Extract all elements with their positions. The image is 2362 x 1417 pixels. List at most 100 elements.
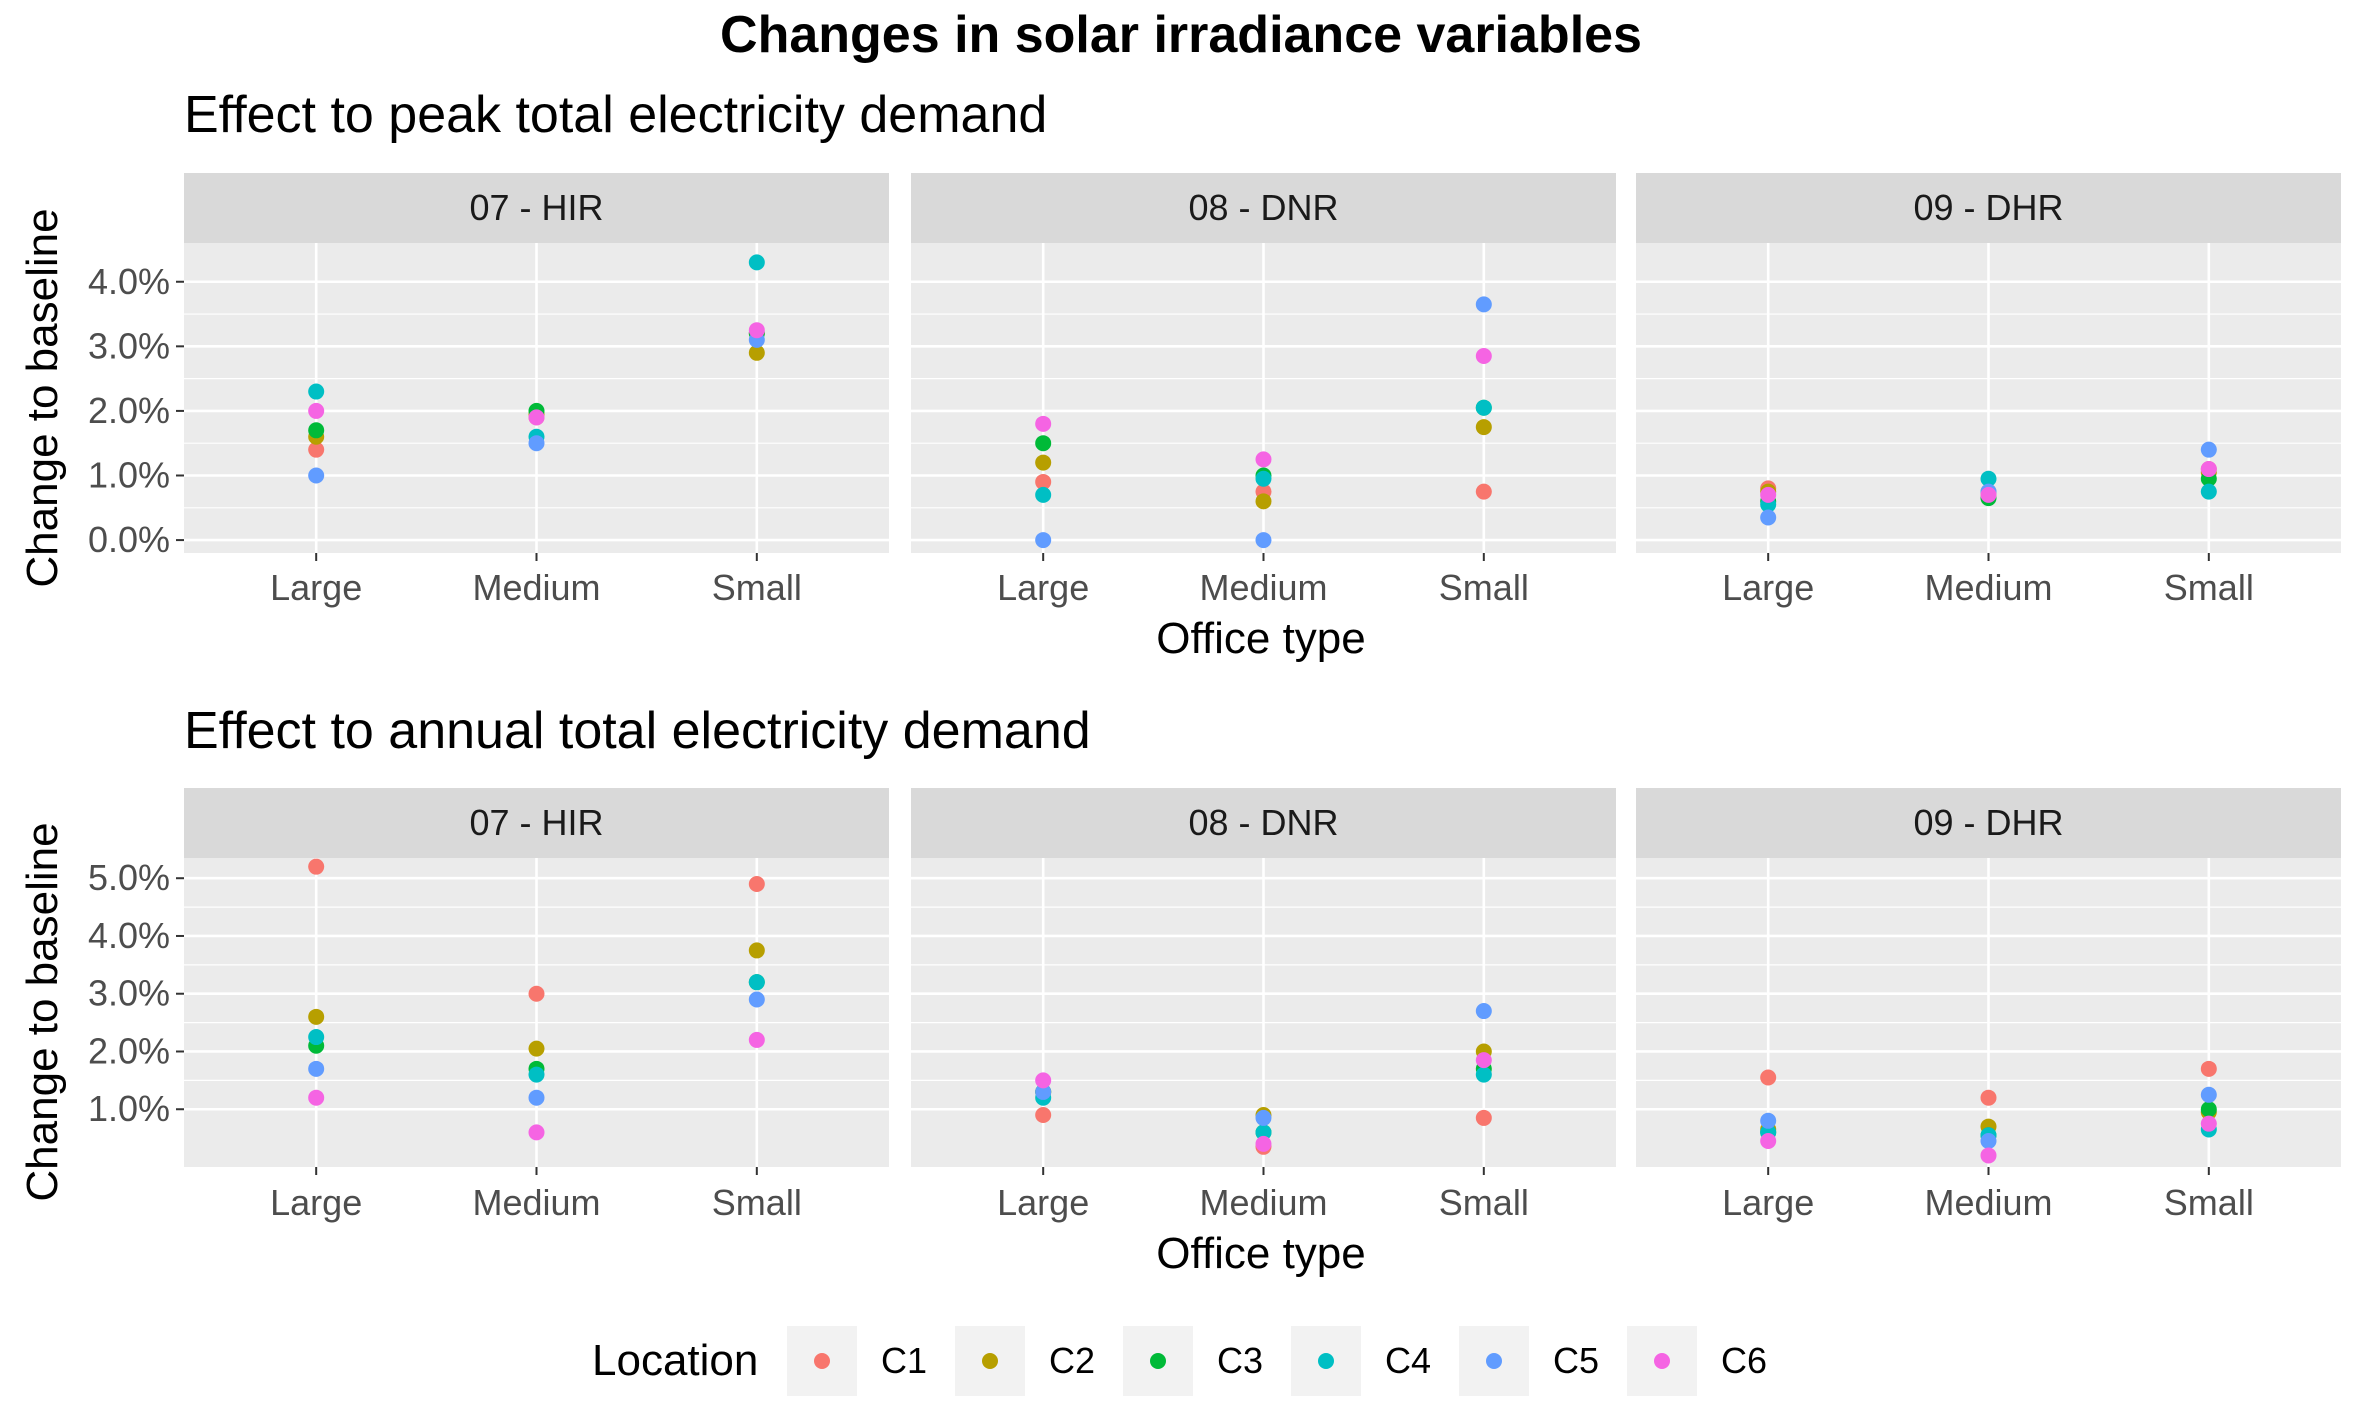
data-point-c6 bbox=[2200, 461, 2217, 478]
x-tick-label: Medium bbox=[472, 567, 600, 608]
x-tick-label: Medium bbox=[1199, 1182, 1327, 1223]
data-point-c2 bbox=[1475, 419, 1492, 436]
data-point-c4 bbox=[308, 1029, 325, 1046]
legend-label: C2 bbox=[1049, 1340, 1095, 1381]
data-point-c2 bbox=[748, 942, 765, 959]
data-point-c5 bbox=[1760, 1112, 1777, 1129]
facet-strip bbox=[184, 173, 889, 243]
data-point-c1 bbox=[528, 985, 545, 1002]
x-tick-label: Large bbox=[270, 1182, 362, 1223]
legend-swatch bbox=[1150, 1353, 1166, 1369]
data-point-c1 bbox=[308, 858, 325, 875]
x-tick-label: Small bbox=[2164, 1182, 2254, 1223]
data-point-c6 bbox=[1035, 1072, 1052, 1089]
data-point-c6 bbox=[748, 322, 765, 339]
data-point-c6 bbox=[1475, 348, 1492, 365]
data-point-c5 bbox=[748, 991, 765, 1008]
data-point-c4 bbox=[748, 974, 765, 991]
data-point-c6 bbox=[1255, 1135, 1272, 1152]
data-point-c6 bbox=[1475, 1052, 1492, 1069]
data-point-c5 bbox=[2200, 1086, 2217, 1103]
data-point-c6 bbox=[528, 409, 545, 426]
facet-strip-label: 09 - DHR bbox=[1913, 187, 2063, 228]
data-point-c6 bbox=[308, 402, 325, 419]
facet-strip-label: 07 - HIR bbox=[469, 802, 603, 843]
x-axis-label: Office type bbox=[1156, 614, 1366, 663]
y-tick-label: 5.0% bbox=[88, 857, 170, 898]
x-tick-label: Medium bbox=[1924, 567, 2052, 608]
data-point-c1 bbox=[748, 875, 765, 892]
legend-item-c1: C1 bbox=[787, 1326, 927, 1396]
legend-label: C1 bbox=[881, 1340, 927, 1381]
data-point-c2 bbox=[748, 344, 765, 361]
x-tick-label: Large bbox=[997, 1182, 1089, 1223]
data-point-c1 bbox=[1035, 1107, 1052, 1124]
chart-title: Changes in solar irradiance variables bbox=[720, 6, 1642, 64]
y-tick-label: 4.0% bbox=[88, 261, 170, 302]
chart-row-2: Effect to annual total electricity deman… bbox=[18, 702, 2341, 1278]
x-tick-label: Medium bbox=[472, 1182, 600, 1223]
data-point-c5 bbox=[1475, 296, 1492, 313]
data-point-c5 bbox=[1760, 509, 1777, 526]
legend-swatch bbox=[1318, 1353, 1334, 1369]
legend-label: C6 bbox=[1721, 1340, 1767, 1381]
x-tick-label: Medium bbox=[1199, 567, 1327, 608]
data-point-c5 bbox=[308, 1060, 325, 1077]
data-point-c5 bbox=[1475, 1003, 1492, 1020]
data-point-c5 bbox=[528, 435, 545, 452]
facet-strip bbox=[1636, 788, 2341, 858]
data-point-c1 bbox=[308, 441, 325, 458]
legend-swatch bbox=[814, 1353, 830, 1369]
data-point-c4 bbox=[1255, 470, 1272, 487]
data-point-c5 bbox=[2200, 441, 2217, 458]
legend-label: C3 bbox=[1217, 1340, 1263, 1381]
data-point-c4 bbox=[528, 1066, 545, 1083]
y-tick-label: 1.0% bbox=[88, 1088, 170, 1129]
data-point-c1 bbox=[1980, 1089, 1997, 1106]
x-tick-label: Large bbox=[1722, 1182, 1814, 1223]
data-point-c4 bbox=[1255, 1124, 1272, 1141]
data-point-c4 bbox=[1475, 399, 1492, 416]
data-point-c5 bbox=[528, 1089, 545, 1106]
data-point-c6 bbox=[1760, 1133, 1777, 1150]
facet-panel: 08 - DNR Large Medium Small bbox=[911, 173, 1616, 608]
data-point-c5 bbox=[1035, 1083, 1052, 1100]
data-point-c4 bbox=[1035, 486, 1052, 503]
data-point-c1 bbox=[1475, 1109, 1492, 1126]
data-point-c3 bbox=[1035, 435, 1052, 452]
y-tick-label: 2.0% bbox=[88, 1030, 170, 1071]
data-point-c5 bbox=[1255, 532, 1272, 549]
legend: Location C1 C2 C3 C4 C5 C6 bbox=[592, 1326, 1767, 1396]
legend-label: C4 bbox=[1385, 1340, 1431, 1381]
facet-panel: 09 - DHR Large Medium Small bbox=[1636, 788, 2341, 1223]
y-tick-label: 0.0% bbox=[88, 519, 170, 560]
legend-item-c4: C4 bbox=[1291, 1326, 1431, 1396]
facet-strip bbox=[184, 788, 889, 858]
data-point-c2 bbox=[308, 1008, 325, 1025]
data-point-c5 bbox=[1255, 1109, 1272, 1126]
chart-row-1: Effect to peak total electricity demand C… bbox=[18, 86, 2341, 663]
data-point-c3 bbox=[2200, 1101, 2217, 1118]
data-point-c1 bbox=[1035, 473, 1052, 490]
data-point-c1 bbox=[1760, 1069, 1777, 1086]
data-point-c4 bbox=[1980, 470, 1997, 487]
facet-panel: 08 - DNR Large Medium Small bbox=[911, 788, 1616, 1223]
data-point-c1 bbox=[2200, 1060, 2217, 1077]
x-tick-label: Medium bbox=[1924, 1182, 2052, 1223]
data-point-c6 bbox=[2200, 1115, 2217, 1132]
legend-label: C5 bbox=[1553, 1340, 1599, 1381]
facet-strip-label: 08 - DNR bbox=[1188, 802, 1338, 843]
data-point-c6 bbox=[308, 1089, 325, 1106]
data-point-c4 bbox=[2200, 483, 2217, 500]
x-tick-label: Small bbox=[1439, 1182, 1529, 1223]
y-tick-label: 3.0% bbox=[88, 325, 170, 366]
x-tick-label: Large bbox=[997, 567, 1089, 608]
data-point-c4 bbox=[748, 254, 765, 271]
x-tick-label: Large bbox=[270, 567, 362, 608]
legend-title: Location bbox=[592, 1336, 758, 1385]
y-axis-label: Change to baseline bbox=[18, 208, 67, 587]
data-point-c5 bbox=[1035, 532, 1052, 549]
legend-item-c2: C2 bbox=[955, 1326, 1095, 1396]
data-point-c6 bbox=[1255, 451, 1272, 468]
data-point-c2 bbox=[528, 1040, 545, 1057]
